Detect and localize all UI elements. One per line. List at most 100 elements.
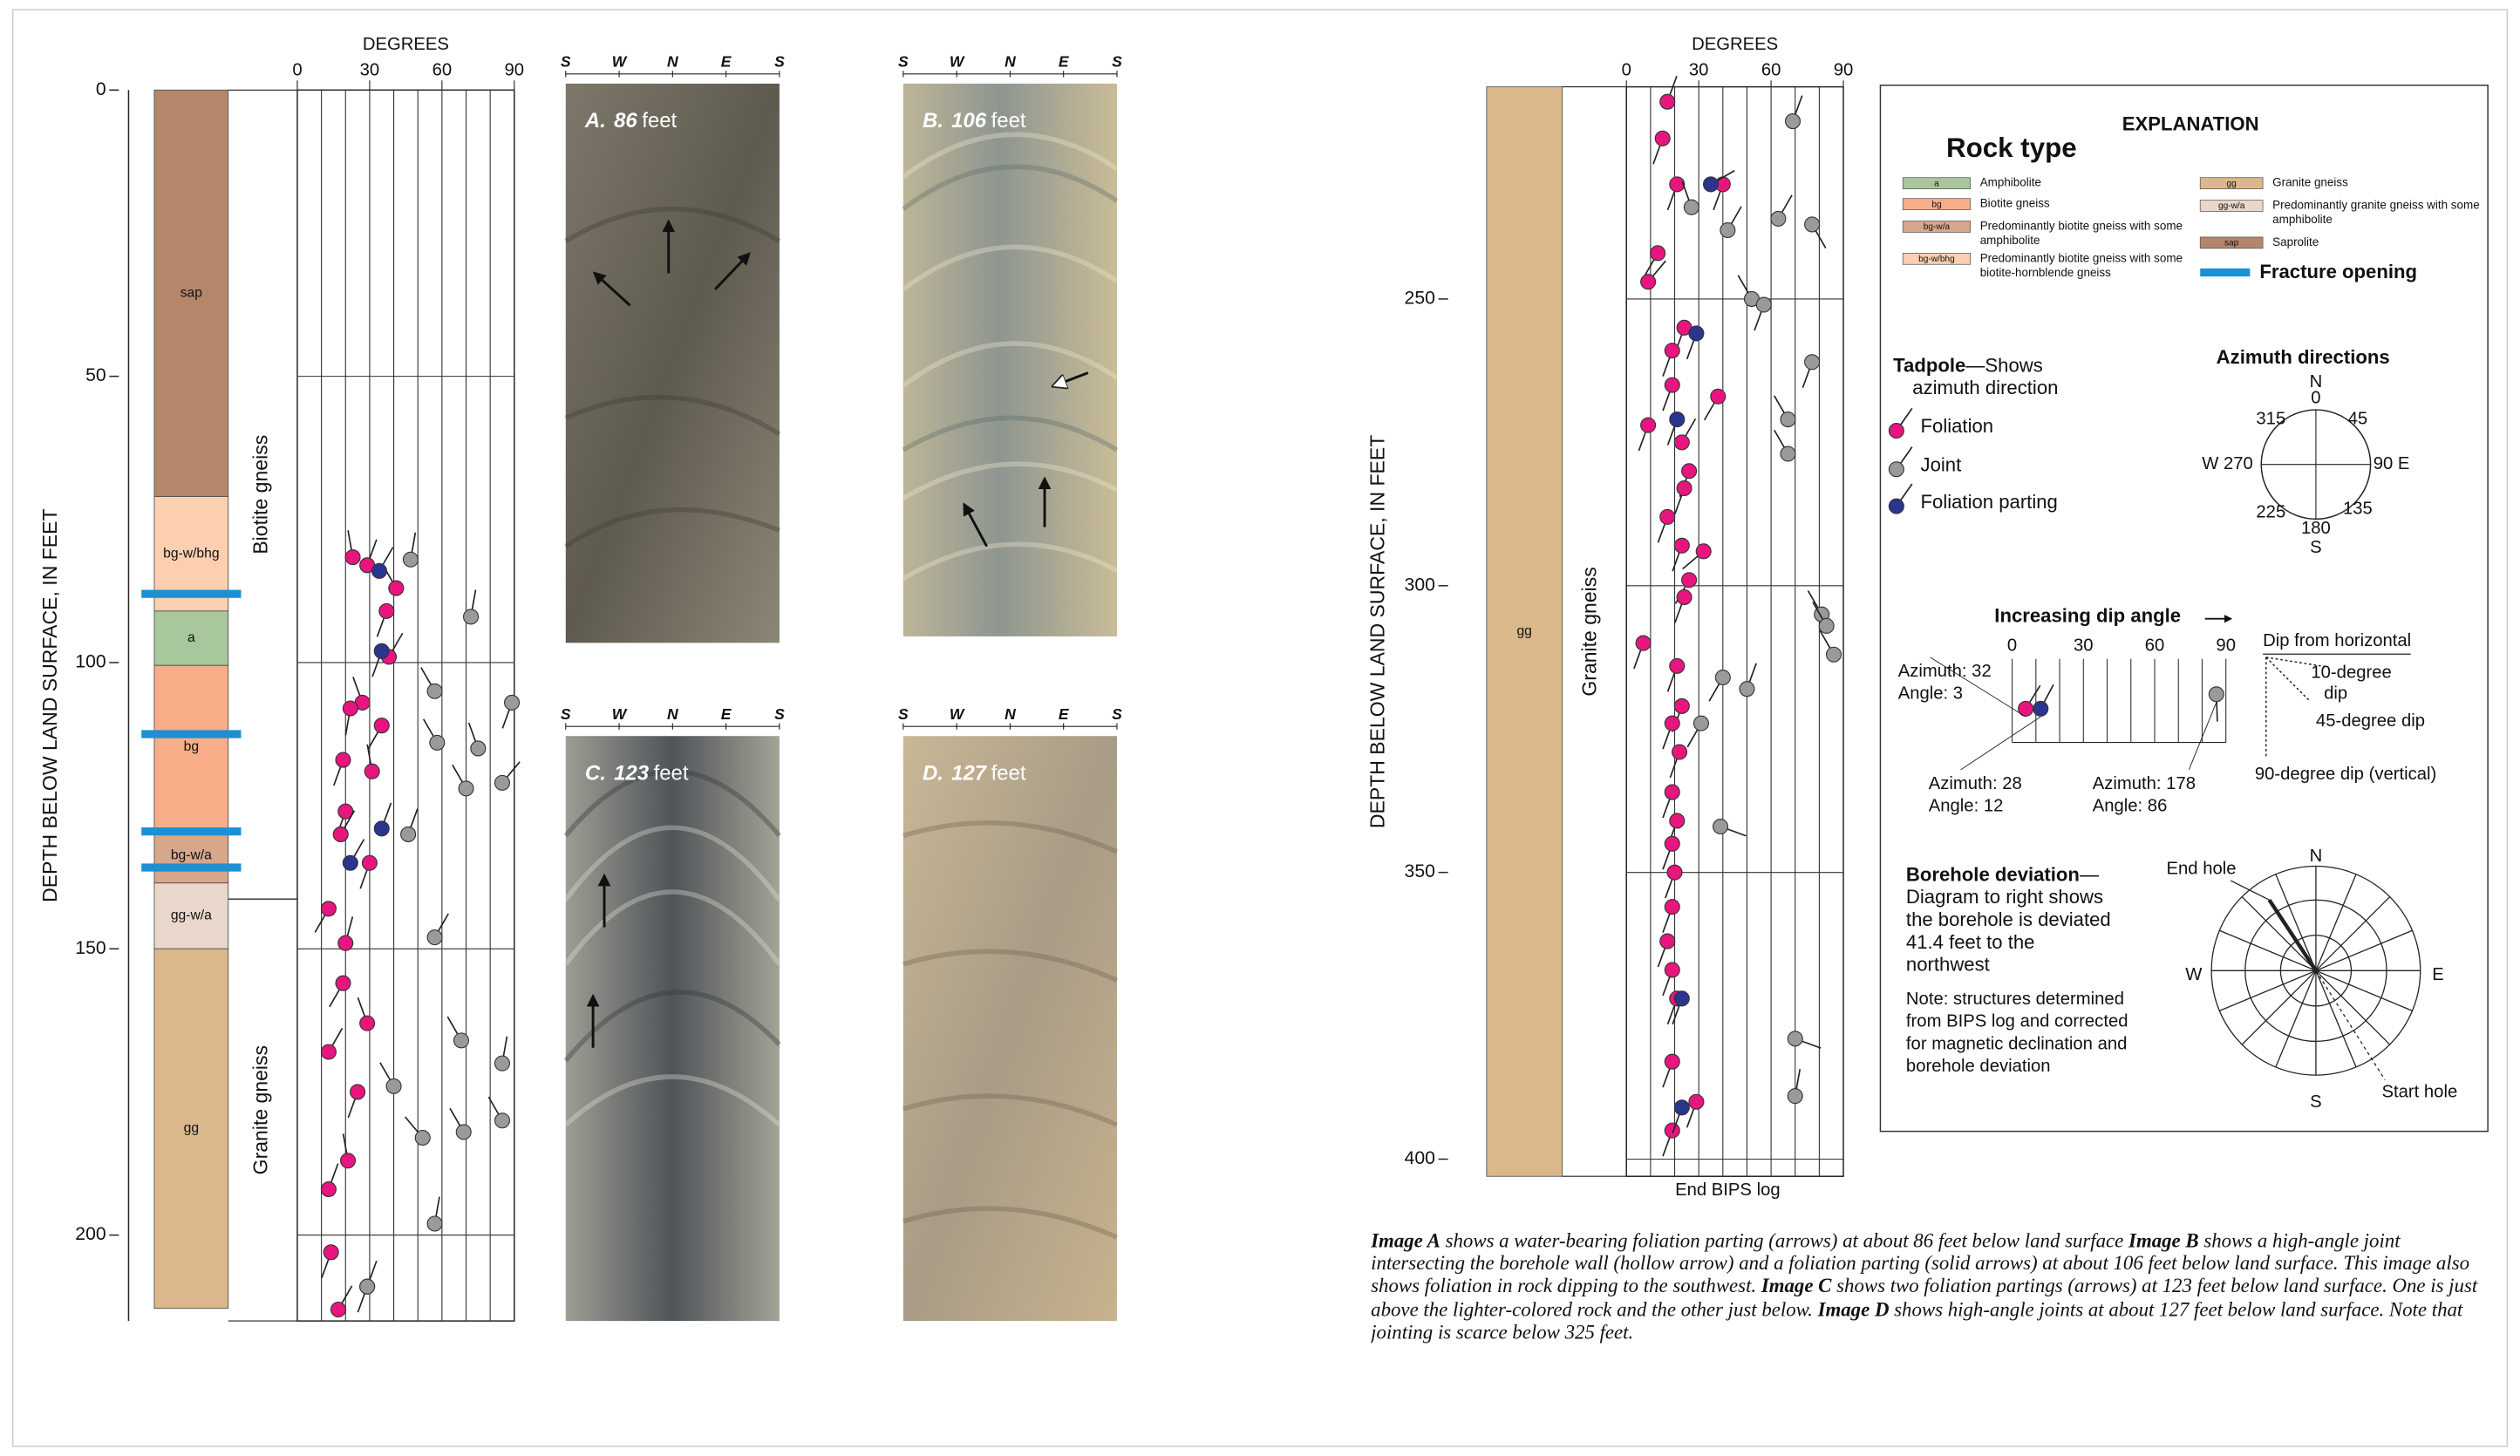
fracture-swatch	[2200, 269, 2250, 276]
azimuth-label: 225	[2256, 502, 2285, 521]
formation-label: Biotite gneiss	[249, 435, 272, 555]
tadpole	[374, 643, 389, 658]
deviation-dash: —	[2080, 863, 2100, 885]
tadpole	[386, 1078, 401, 1093]
caption-text: Image C	[1761, 1275, 1832, 1297]
explanation: EXPLANATION Rock type Fracture opening T…	[1880, 85, 2488, 1132]
compass-letter: W	[950, 705, 965, 723]
legend-label: amphibolite	[2272, 213, 2333, 226]
end-hole: End hole	[2167, 860, 2237, 879]
compass-letter: N	[1005, 705, 1016, 723]
tadpole-heading: Tadpole—Shows	[1893, 354, 2043, 376]
tadpole	[1740, 682, 1754, 697]
y-tick-label: 250	[1405, 289, 1435, 309]
tadpole	[341, 1153, 356, 1168]
tadpole	[321, 1182, 336, 1197]
compass-letter: W	[950, 53, 965, 71]
compass-letter: S	[898, 53, 909, 71]
tadpole	[1819, 618, 1834, 633]
legend-code: sap	[2224, 239, 2239, 248]
left-log: DEPTH BELOW LAND SURFACE, IN FEETsapbg-w…	[38, 35, 524, 1321]
tadpole	[321, 901, 336, 916]
y-tick-label: 150	[75, 938, 106, 958]
tadpole	[333, 827, 348, 841]
photo-label: D.127feet	[923, 762, 1026, 786]
azimuth-label: S	[2310, 538, 2322, 557]
tadpole	[1667, 865, 1682, 880]
unit-code: bg-w/bhg	[163, 546, 219, 561]
page: SWNESA.86feetSWNESB.106feetSWNESC.123fee…	[0, 0, 2520, 1456]
legend-label: Biotite gneiss	[1980, 197, 2050, 210]
compass-letter: E	[1059, 53, 1070, 71]
note: for magnetic declination and	[1906, 1034, 2127, 1053]
rock-type-heading: Rock type	[1946, 133, 2077, 163]
tadpole	[1689, 326, 1704, 341]
fracture	[141, 730, 241, 738]
example-angle: Angle: 86	[2093, 797, 2168, 816]
deviation-heading: Borehole deviation—	[1906, 863, 2100, 885]
tadpole	[336, 752, 351, 767]
tadpole	[1889, 424, 1904, 439]
tadpole	[1674, 435, 1689, 450]
unit-code: gg	[1516, 624, 1531, 639]
compass-letter: S	[1112, 705, 1122, 723]
azimuth-label: 180	[2301, 519, 2331, 538]
tadpole	[1720, 223, 1735, 238]
tadpole	[1665, 900, 1679, 915]
tadpole	[1693, 716, 1708, 731]
unit-code: sap	[180, 286, 203, 301]
deviation-text: the borehole is deviated	[1906, 908, 2111, 930]
tadpole	[1670, 658, 1685, 673]
legend-code: gg	[2227, 179, 2237, 188]
legend-code: bg	[1931, 200, 1941, 209]
tadpole	[1677, 481, 1692, 496]
tadpole	[379, 603, 394, 618]
deviation-text: 41.4 feet to the	[1906, 931, 2035, 953]
x-tick-label: 0	[292, 61, 302, 80]
azimuth-label: 45	[2348, 409, 2368, 428]
tadpole	[1674, 991, 1689, 1006]
compass-letter: S	[774, 705, 785, 723]
deviation-title: Borehole deviation	[1906, 863, 2080, 885]
example-angle: Angle: 12	[1929, 797, 2004, 816]
tadpole-title: Tadpole	[1893, 354, 1965, 376]
legend-code: bg-w/a	[1924, 222, 1951, 232]
tadpole	[1788, 1031, 1802, 1046]
start-hole: Start hole	[2381, 1083, 2457, 1102]
tadpole	[1665, 785, 1679, 799]
legend-code: a	[1934, 179, 1939, 188]
rose-label: S	[2310, 1092, 2322, 1112]
legend-code: bg-w/bhg	[1918, 255, 1955, 264]
tadpole	[1665, 1054, 1679, 1069]
deviation-text: Diagram to right shows	[1906, 886, 2103, 908]
tadpole	[389, 581, 404, 595]
tadpole	[336, 976, 351, 990]
y-tick-label: 50	[85, 365, 106, 385]
tadpole-desc: azimuth direction	[1912, 377, 2058, 398]
tadpole	[1889, 462, 1904, 477]
tadpole	[1677, 589, 1692, 604]
example-azimuth: Azimuth: 32	[1898, 662, 1992, 681]
tadpole	[1636, 636, 1651, 650]
rose-label: W	[2185, 965, 2203, 984]
tadpole	[374, 718, 389, 733]
y-axis-label: DEPTH BELOW LAND SURFACE, IN FEET	[1366, 435, 1388, 828]
tadpole	[459, 781, 473, 796]
compass-letter: S	[898, 705, 909, 723]
photo-letter: C.	[585, 762, 606, 786]
legend-label: Granite gneiss	[2272, 176, 2348, 189]
tadpole	[1655, 131, 1670, 146]
fracture	[141, 827, 241, 835]
y-tick-label: 400	[1405, 1148, 1435, 1168]
tadpole	[505, 695, 520, 710]
tadpole	[1674, 538, 1689, 553]
tadpole	[494, 1056, 509, 1071]
fracture	[141, 590, 241, 598]
right-log: End BIPS log DEPTH BELOW LAND SURFACE, I…	[1366, 35, 1853, 1200]
tadpole	[494, 775, 509, 790]
tadpole	[2209, 687, 2224, 702]
caption-text: Image A	[1371, 1229, 1440, 1252]
tadpole	[1665, 344, 1679, 358]
tadpole	[430, 735, 445, 750]
x-tick-label: 60	[1761, 61, 1781, 80]
